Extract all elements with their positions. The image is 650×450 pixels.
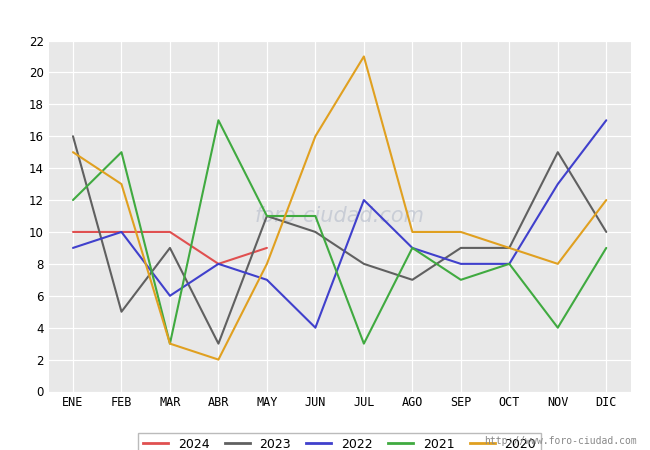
2023 [506, 245, 514, 251]
2022 [506, 261, 514, 266]
Text: foro-ciudad.com: foro-ciudad.com [255, 206, 424, 226]
Line: 2020: 2020 [73, 56, 606, 360]
2020 [457, 229, 465, 234]
2020 [263, 261, 271, 266]
2021 [603, 245, 610, 251]
2021 [360, 341, 368, 346]
2020 [506, 245, 514, 251]
2022 [408, 245, 416, 251]
2024 [69, 229, 77, 234]
2023 [360, 261, 368, 266]
2020 [166, 341, 174, 346]
2022 [214, 261, 222, 266]
2021 [166, 341, 174, 346]
2021 [69, 198, 77, 203]
2020 [118, 181, 125, 187]
2023 [118, 309, 125, 315]
Line: 2024: 2024 [73, 232, 267, 264]
2024 [263, 245, 271, 251]
2023 [457, 245, 465, 251]
Text: http://www.foro-ciudad.com: http://www.foro-ciudad.com [484, 436, 637, 446]
2021 [457, 277, 465, 283]
2023 [603, 229, 610, 234]
2023 [69, 134, 77, 139]
2022 [166, 293, 174, 298]
2022 [311, 325, 319, 330]
Line: 2021: 2021 [73, 120, 606, 344]
2021 [118, 149, 125, 155]
2022 [554, 181, 562, 187]
2022 [360, 198, 368, 203]
2022 [457, 261, 465, 266]
2020 [408, 229, 416, 234]
2021 [311, 213, 319, 219]
2021 [408, 245, 416, 251]
2020 [311, 134, 319, 139]
2021 [214, 117, 222, 123]
2023 [214, 341, 222, 346]
2021 [263, 213, 271, 219]
Line: 2023: 2023 [73, 136, 606, 344]
2022 [603, 117, 610, 123]
Legend: 2024, 2023, 2022, 2021, 2020: 2024, 2023, 2022, 2021, 2020 [138, 433, 541, 450]
2022 [118, 229, 125, 234]
2021 [554, 325, 562, 330]
2020 [360, 54, 368, 59]
Text: Matriculaciones de Vehiculos en La Puebla de Cazalla: Matriculaciones de Vehiculos en La Puebl… [84, 11, 566, 29]
2024 [214, 261, 222, 266]
2020 [603, 198, 610, 203]
2023 [554, 149, 562, 155]
2023 [263, 213, 271, 219]
2020 [69, 149, 77, 155]
2024 [118, 229, 125, 234]
2024 [166, 229, 174, 234]
2022 [263, 277, 271, 283]
2022 [69, 245, 77, 251]
Line: 2022: 2022 [73, 120, 606, 328]
2023 [311, 229, 319, 234]
2021 [506, 261, 514, 266]
2020 [554, 261, 562, 266]
2020 [214, 357, 222, 362]
2023 [166, 245, 174, 251]
2023 [408, 277, 416, 283]
